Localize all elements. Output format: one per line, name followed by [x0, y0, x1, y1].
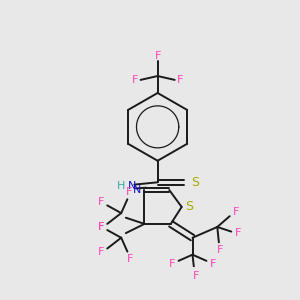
Text: N: N [128, 181, 136, 191]
Text: F: F [168, 259, 175, 269]
Text: F: F [98, 222, 104, 232]
Text: F: F [98, 247, 104, 256]
Text: F: F [127, 254, 134, 264]
Text: F: F [126, 187, 132, 196]
Text: F: F [98, 222, 104, 232]
Text: S: S [191, 176, 199, 189]
Text: F: F [210, 259, 217, 269]
Text: F: F [132, 75, 138, 85]
Text: N: N [133, 185, 141, 195]
Text: F: F [154, 51, 161, 61]
Text: F: F [235, 228, 242, 238]
Text: F: F [192, 271, 199, 281]
Text: H: H [117, 181, 125, 191]
Text: F: F [217, 245, 224, 255]
Text: S: S [185, 200, 194, 213]
Text: F: F [98, 197, 104, 207]
Text: F: F [233, 207, 239, 217]
Text: F: F [177, 75, 183, 85]
